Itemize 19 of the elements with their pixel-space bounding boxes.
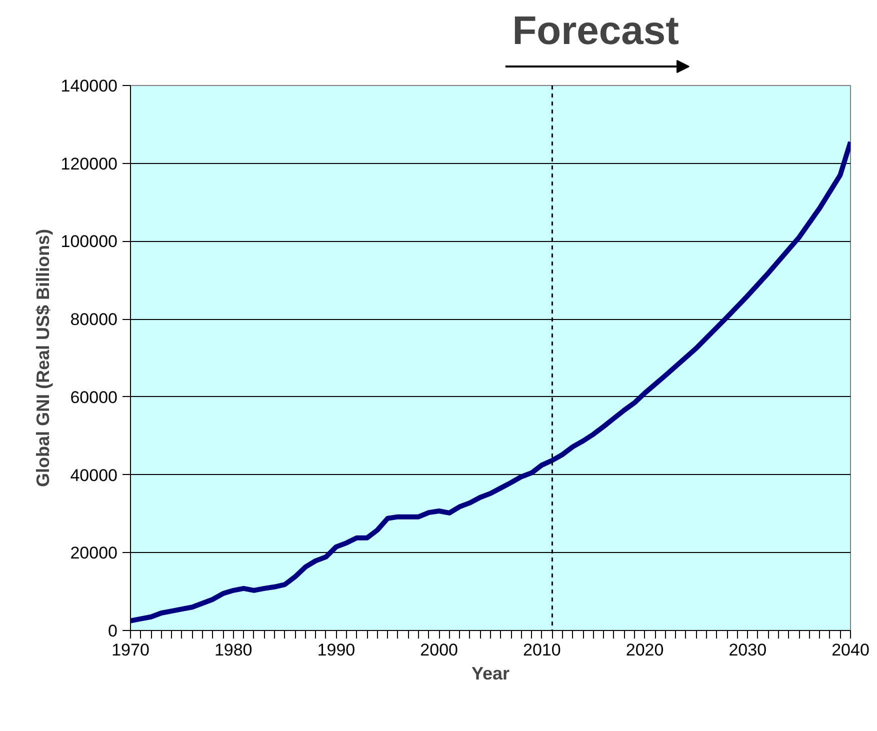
x-tick-label: 1970 bbox=[112, 640, 150, 660]
y-tick-label: 60000 bbox=[70, 388, 118, 407]
x-tick-label: 2010 bbox=[523, 640, 561, 660]
y-tick-label: 100000 bbox=[60, 232, 118, 252]
x-axis-title: Year bbox=[471, 664, 510, 684]
y-axis-title: Global GNI (Real US$ Billions) bbox=[32, 228, 53, 488]
ref-line-label: Forecast bbox=[512, 9, 679, 53]
x-tick-label: 2020 bbox=[626, 640, 664, 660]
y-tick-label: 80000 bbox=[70, 310, 118, 330]
x-tick-label: 2030 bbox=[728, 640, 767, 660]
y-tick-label: 140000 bbox=[60, 76, 118, 96]
x-tick-label: 1980 bbox=[214, 640, 252, 660]
y-tick-label: 120000 bbox=[60, 154, 118, 174]
y-tick-label: 40000 bbox=[70, 466, 118, 485]
x-tick-label: 1990 bbox=[317, 640, 356, 660]
x-tick-label: 2000 bbox=[420, 640, 458, 660]
y-tick-label: 0 bbox=[108, 622, 118, 640]
y-tick-label: 20000 bbox=[70, 544, 118, 563]
x-tick-label: 2040 bbox=[832, 640, 870, 660]
